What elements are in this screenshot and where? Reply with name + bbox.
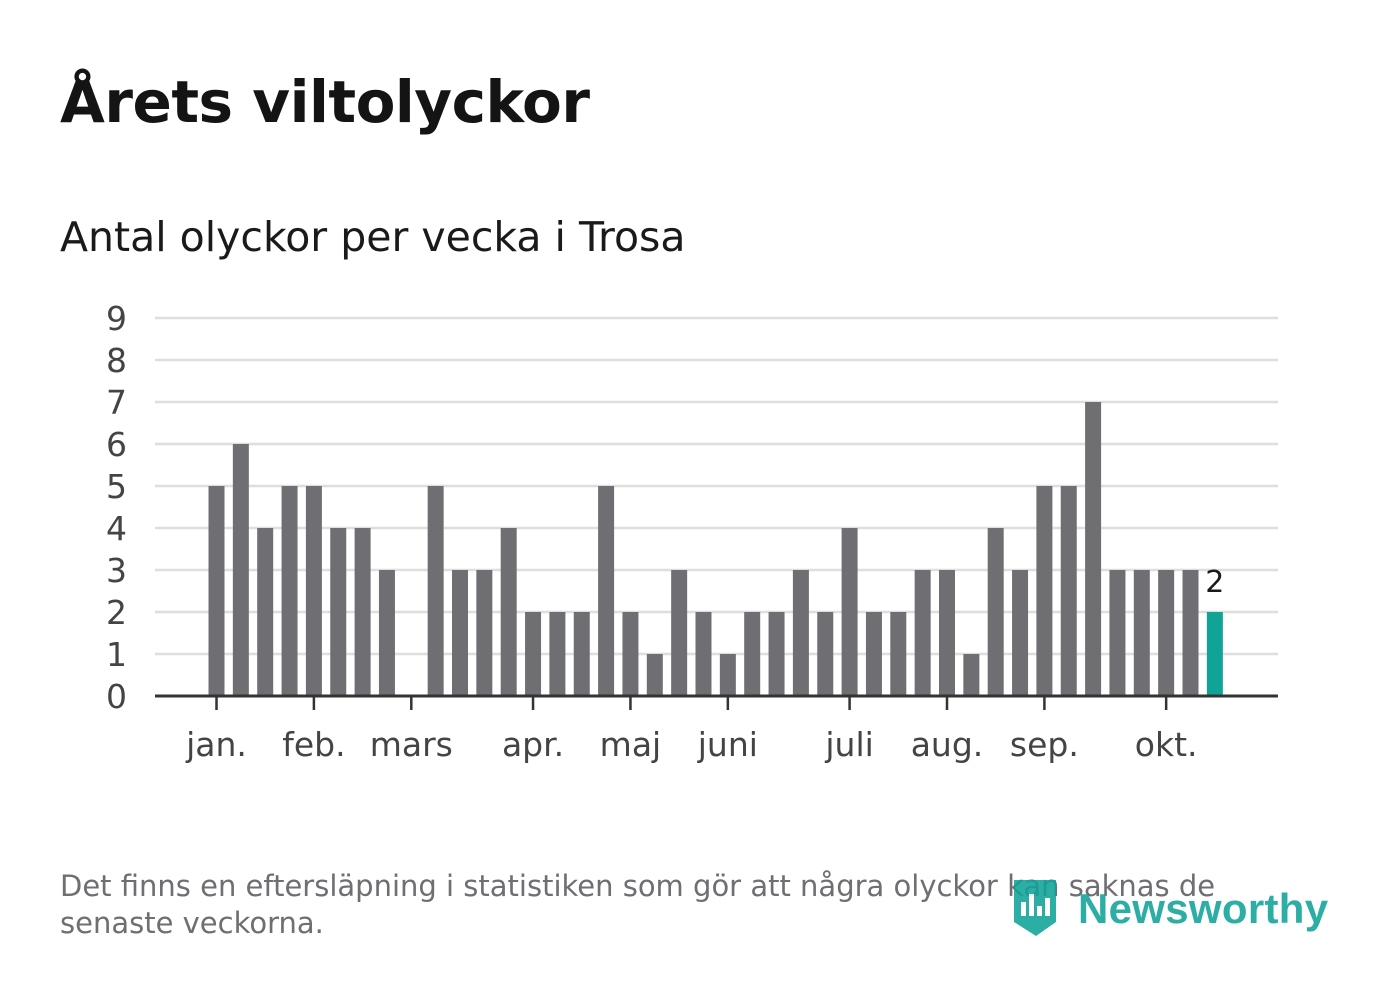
bar: [646, 654, 663, 696]
last-value-label: 2: [1205, 565, 1224, 600]
x-tick-label: apr.: [502, 725, 564, 764]
x-tick-label: juli: [824, 725, 873, 764]
bar: [1133, 570, 1150, 696]
bar: [573, 612, 590, 696]
x-tick-label: okt.: [1135, 725, 1198, 764]
bar: [257, 528, 274, 696]
y-tick-label: 0: [106, 677, 127, 716]
bar: [232, 444, 249, 696]
bar: [890, 612, 907, 696]
bar: [1060, 486, 1077, 696]
bar: [378, 570, 395, 696]
newsworthy-logo: Newsworthy: [1010, 876, 1328, 942]
bar: [476, 570, 493, 696]
bar: [1206, 612, 1223, 696]
x-tick-label: sep.: [1010, 725, 1079, 764]
bar: [281, 486, 298, 696]
bar: [1085, 402, 1102, 696]
chart-subtitle: Antal olyckor per vecka i Trosa: [60, 213, 686, 261]
bar: [671, 570, 688, 696]
x-tick-label: feb.: [282, 725, 345, 764]
x-tick-label: juni: [697, 725, 758, 764]
y-tick-label: 2: [106, 593, 127, 632]
bar: [695, 612, 712, 696]
data-labels: 2: [1205, 565, 1224, 600]
y-tick-label: 8: [106, 341, 127, 380]
bar: [914, 570, 931, 696]
bars: [208, 402, 1223, 696]
bar: [792, 570, 809, 696]
bar: [305, 486, 322, 696]
bar: [865, 612, 882, 696]
bar: [719, 654, 736, 696]
bar: [1109, 570, 1126, 696]
bar: [427, 486, 444, 696]
newsworthy-logo-icon: [1014, 880, 1056, 936]
bar: [1012, 570, 1029, 696]
x-tick-label: jan.: [185, 725, 247, 764]
y-tick-label: 6: [106, 425, 127, 464]
bar: [963, 654, 980, 696]
bar: [208, 486, 225, 696]
y-tick-label: 5: [106, 467, 127, 506]
y-tick-label: 4: [106, 509, 127, 548]
bar: [841, 528, 858, 696]
bar: [598, 486, 615, 696]
bar: [817, 612, 834, 696]
bar: [354, 528, 371, 696]
bar: [1036, 486, 1053, 696]
bar: [987, 528, 1004, 696]
bar: [622, 612, 639, 696]
bar: [452, 570, 468, 696]
bar: [768, 612, 785, 696]
y-tick-label: 1: [106, 635, 127, 674]
x-axis: [155, 694, 1278, 710]
x-tick-label: aug.: [911, 725, 984, 764]
x-axis-labels: jan. feb. mars apr. maj juni juli aug. sep. okt.: [185, 725, 1197, 764]
bar: [525, 612, 542, 696]
y-tick-label: 9: [106, 299, 127, 338]
bar: [939, 570, 955, 696]
bar: [1158, 570, 1175, 696]
logo-text: Newsworthy: [1078, 885, 1329, 932]
y-tick-label: 7: [106, 383, 127, 422]
x-tick-label: maj: [600, 725, 662, 764]
y-tick-label: 3: [106, 551, 127, 590]
bar: [549, 612, 566, 696]
bar: [500, 528, 517, 696]
bar: [744, 612, 761, 696]
bar: [330, 528, 347, 696]
bar: [1182, 570, 1199, 696]
x-tick-label: mars: [370, 725, 453, 764]
chart-title: Årets viltolyckor: [60, 68, 590, 136]
